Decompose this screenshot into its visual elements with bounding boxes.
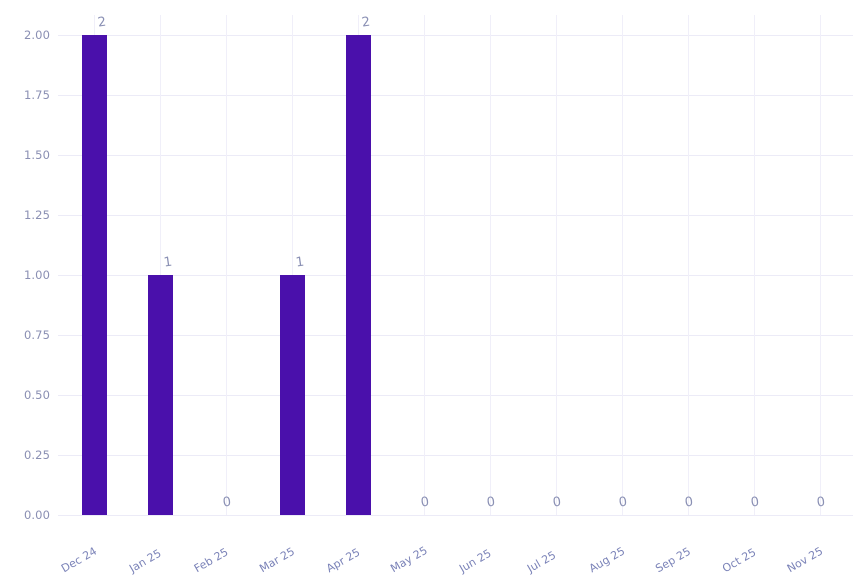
bar-value-label: 1 xyxy=(294,254,306,271)
bar[interactable] xyxy=(345,35,371,515)
x-axis-tick-label-text: Dec 24 xyxy=(59,544,100,575)
x-axis-tick-label-text: Jul 25 xyxy=(525,548,559,575)
y-axis-tick-label: 2.00 xyxy=(23,28,50,42)
x-axis-tick-label-text: May 25 xyxy=(388,543,430,575)
gridline-vertical xyxy=(490,15,491,515)
bar-value-label: 0 xyxy=(551,494,563,511)
x-axis-tick-label: Apr 25 xyxy=(324,537,378,575)
x-axis-tick-label-text: Jun 25 xyxy=(457,546,494,575)
gridline-horizontal xyxy=(58,275,853,276)
x-axis-tick-label: Mar 25 xyxy=(257,536,313,575)
bar-value-label: 0 xyxy=(485,494,497,511)
gridline-vertical xyxy=(754,15,755,515)
bar-value-label: 0 xyxy=(683,494,695,511)
gridline-horizontal xyxy=(58,455,853,456)
y-axis-tick-label: 1.25 xyxy=(23,208,50,222)
gridline-vertical xyxy=(688,15,689,515)
bar-value-label: 0 xyxy=(815,494,827,511)
gridline-vertical xyxy=(622,15,623,515)
bar[interactable] xyxy=(147,275,173,515)
x-axis-tick-label-text: Oct 25 xyxy=(720,545,759,575)
y-axis-tick-label: 1.50 xyxy=(23,148,50,162)
gridline-horizontal xyxy=(58,155,853,156)
x-axis-tick-label-text: Mar 25 xyxy=(257,544,297,575)
x-axis-tick-label-text: Aug 25 xyxy=(586,544,628,575)
bar[interactable] xyxy=(279,275,305,515)
x-axis-tick-label: Nov 25 xyxy=(785,536,841,575)
plot-area: 2 1 0 1 2 0 0 0 0 0 0 0 Dec 24 Jan 25 Fe… xyxy=(58,15,853,575)
x-axis-tick-label: Aug 25 xyxy=(587,536,643,575)
x-axis-tick-label: Jul 25 xyxy=(525,540,574,575)
x-axis-tick-label-text: Sep 25 xyxy=(653,544,693,575)
y-axis-tick-label: 1.00 xyxy=(23,268,50,282)
bar-value-label: 0 xyxy=(221,494,233,511)
y-axis-tick-label: 0.75 xyxy=(23,328,50,342)
y-axis-tick-label: 0.25 xyxy=(23,448,50,462)
bar-value-label: 2 xyxy=(360,14,372,31)
gridline-vertical xyxy=(226,15,227,515)
gridline-vertical xyxy=(292,15,293,515)
x-axis-tick-label: Jun 25 xyxy=(457,538,510,575)
bar-value-label: 0 xyxy=(749,494,761,511)
bar-value-label: 0 xyxy=(419,494,431,511)
x-axis-tick-label: Dec 24 xyxy=(59,536,115,575)
gridline-horizontal xyxy=(58,95,853,96)
gridline-vertical xyxy=(556,15,557,515)
gridline-horizontal xyxy=(58,335,853,336)
bar[interactable] xyxy=(81,35,107,515)
bar-value-label: 0 xyxy=(617,494,629,511)
y-axis-tick-label: 0.00 xyxy=(23,508,50,522)
x-axis-tick-label-text: Feb 25 xyxy=(191,545,231,575)
bar-value-label: 1 xyxy=(162,254,174,271)
gridline-vertical xyxy=(160,15,161,515)
x-axis-tick-label: Oct 25 xyxy=(720,537,774,575)
x-axis-tick-label-text: Apr 25 xyxy=(324,545,363,575)
gridline-horizontal xyxy=(58,215,853,216)
x-axis-tick-label: Jan 25 xyxy=(127,538,179,575)
x-axis-tick-label-text: Jan 25 xyxy=(127,546,164,575)
y-axis-tick-label: 0.50 xyxy=(23,388,50,402)
y-axis-tick-labels: 2.00 1.75 1.50 1.25 1.00 0.75 0.50 0.25 … xyxy=(0,28,50,522)
y-axis-tick-label: 1.75 xyxy=(23,88,50,102)
gridline-vertical xyxy=(424,15,425,515)
gridline-vertical xyxy=(820,15,821,515)
gridline-horizontal xyxy=(58,395,853,396)
x-axis-tick-label: Feb 25 xyxy=(192,537,247,575)
x-axis-tick-label-text: Nov 25 xyxy=(784,544,826,575)
x-axis-tick-label: Sep 25 xyxy=(653,536,709,575)
gridline-horizontal xyxy=(58,515,853,516)
gridline-horizontal xyxy=(58,35,853,36)
x-axis-tick-label: May 25 xyxy=(388,535,445,575)
bar-value-label: 2 xyxy=(96,14,108,31)
